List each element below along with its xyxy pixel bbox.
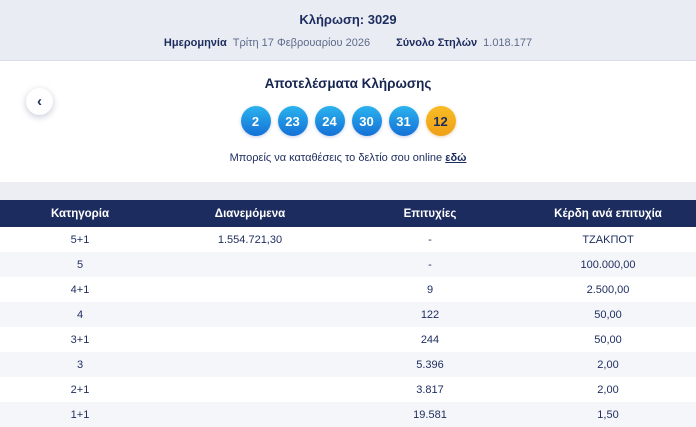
draw-info-section: Κλήρωση: 3029 Ημερομηνία Τρίτη 17 Φεβρου… (0, 0, 696, 61)
table-cell: - (428, 258, 432, 271)
table-cell: 2.500,00 (586, 283, 630, 296)
table-cell: 1+1 (70, 408, 90, 421)
number-ball: 24 (314, 106, 345, 136)
date-label: Ημερομηνία (163, 37, 227, 49)
winnings-table: Κατηγορία Διανεμόμενα Επιτυχίες Κέρδη αν… (0, 200, 696, 427)
table-cell: 5+1 (70, 233, 90, 246)
table-cell: 50,00 (594, 333, 622, 346)
columns-total-label: Σύνολο Στηλών (396, 37, 478, 49)
header-distributed: Διανεμόμενα (214, 207, 286, 220)
section-gap (0, 182, 696, 200)
date-value: Τρίτη 17 Φεβρουαρίου 2026 (232, 37, 371, 49)
table-row: 4+1 9 2.500,00 (0, 277, 696, 302)
number-ball: 23 (277, 106, 308, 136)
cta-here-link[interactable]: εδώ (445, 152, 467, 164)
table-cell: 3 (76, 358, 84, 371)
number-ball: 31 (388, 106, 419, 136)
chevron-left-icon: ‹ (37, 93, 42, 110)
table-cell: 5.396 (416, 358, 444, 371)
table-row: 5 - 100.000,00 (0, 252, 696, 277)
table-cell: 9 (426, 283, 434, 296)
previous-draw-button[interactable]: ‹ (26, 88, 53, 115)
joker-number-ball: 12 (425, 106, 456, 136)
table-row: 2+1 3.817 2,00 (0, 377, 696, 402)
number-ball: 30 (351, 106, 382, 136)
draw-title: Κλήρωση: 3029 (299, 12, 397, 27)
table-cell: 3.817 (416, 383, 444, 396)
winning-numbers: 2 23 24 30 31 12 (0, 106, 696, 136)
table-cell: 50,00 (594, 308, 622, 321)
table-row: 1+1 19.581 1,50 (0, 402, 696, 427)
submit-online-text: Μπορείς να καταθέσεις το δελτίο σου onli… (0, 152, 696, 164)
table-cell: ΤΖΑΚΠΟΤ (582, 233, 634, 246)
table-cell: 5 (76, 258, 84, 271)
table-cell: 3+1 (70, 333, 90, 346)
table-body: 5+1 1.554.721,30 - ΤΖΑΚΠΟΤ 5 - 100.000,00 4+1 9 2… (0, 227, 696, 427)
columns-total-value: 1.018.177 (483, 37, 533, 49)
results-title: Αποτελέσματα Κλήρωσης (264, 76, 432, 91)
cta-text: Μπορείς να καταθέσεις το δελτίο σου onli… (229, 152, 446, 164)
draw-meta-row: Ημερομηνία Τρίτη 17 Φεβρουαρίου 2026 Σύν… (0, 27, 696, 61)
header-winners: Επιτυχίες (403, 207, 457, 220)
header-winnings-per-winner: Κέρδη ανά επιτυχία (554, 207, 662, 220)
table-cell: 1.554.721,30 (217, 233, 283, 246)
table-row: 3 5.396 2,00 (0, 352, 696, 377)
table-row: 3+1 244 50,00 (0, 327, 696, 352)
table-header-row: Κατηγορία Διανεμόμενα Επιτυχίες Κέρδη αν… (0, 200, 696, 227)
table-cell: 100.000,00 (580, 258, 636, 271)
table-row: 5+1 1.554.721,30 - ΤΖΑΚΠΟΤ (0, 227, 696, 252)
table-cell: 2+1 (70, 383, 90, 396)
table-cell: 19.581 (413, 408, 447, 421)
table-cell: 4 (76, 308, 84, 321)
table-cell: 4+1 (70, 283, 90, 296)
table-cell: 244 (420, 333, 440, 346)
table-cell: 2,00 (597, 358, 619, 371)
table-row: 4 122 50,00 (0, 302, 696, 327)
table-cell: 122 (420, 308, 440, 321)
table-cell: - (428, 233, 432, 246)
table-cell: 1,50 (597, 408, 619, 421)
table-cell: 2,00 (597, 383, 619, 396)
header-category: Κατηγορία (50, 207, 110, 220)
draw-results-section: Αποτελέσματα Κλήρωσης 2 23 24 30 31 12 Μπορεί… (0, 61, 696, 182)
number-ball: 2 (240, 106, 271, 136)
